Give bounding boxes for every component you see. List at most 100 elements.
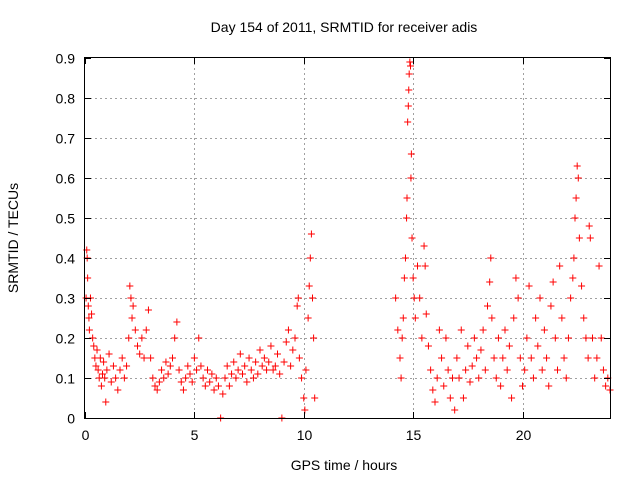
data-point	[128, 314, 136, 322]
data-point	[123, 362, 131, 370]
data-point	[92, 362, 100, 370]
data-point	[398, 334, 406, 342]
data-point	[280, 358, 288, 366]
data-point	[149, 374, 157, 382]
data-point	[293, 302, 301, 310]
data-point	[107, 378, 115, 386]
data-point	[90, 342, 98, 350]
data-point	[397, 374, 405, 382]
data-point	[260, 354, 268, 362]
data-point	[103, 366, 111, 374]
data-point	[444, 366, 452, 374]
data-point	[468, 362, 476, 370]
data-point	[591, 374, 599, 382]
data-point	[575, 234, 583, 242]
data-point	[562, 374, 570, 382]
data-point	[97, 382, 105, 390]
axis-ticks: 0 0.1 0.2 0.3 0.4 0.5 0.6 0.7 0.8 0.9 0 5 10 15 20	[56, 51, 610, 443]
data-point	[126, 282, 134, 290]
data-point	[558, 314, 566, 322]
data-point	[490, 354, 498, 362]
data-point	[431, 398, 439, 406]
data-point	[190, 354, 198, 362]
data-point	[409, 274, 417, 282]
data-point	[573, 162, 581, 170]
data-point	[234, 366, 242, 374]
x-tick-label: 5	[191, 427, 199, 443]
data-point	[407, 174, 415, 182]
x-tick-label: 20	[516, 427, 532, 443]
data-point	[294, 294, 302, 302]
data-point	[411, 314, 419, 322]
data-point	[102, 398, 110, 406]
data-point	[84, 302, 92, 310]
data-point	[84, 274, 92, 282]
x-axis-label: GPS time / hours	[291, 457, 398, 473]
data-point	[574, 174, 582, 182]
data-point	[201, 382, 209, 390]
data-point	[589, 334, 596, 342]
data-point	[144, 306, 152, 314]
data-point	[186, 370, 194, 378]
data-point	[147, 354, 155, 362]
data-point	[556, 262, 564, 270]
data-point	[199, 374, 207, 382]
data-point	[570, 254, 578, 262]
data-point	[554, 366, 561, 374]
data-point	[406, 58, 414, 66]
data-point	[267, 342, 275, 350]
data-point	[578, 282, 586, 290]
data-point	[534, 342, 542, 350]
data-point	[424, 342, 432, 350]
data-point	[162, 358, 170, 366]
data-point	[479, 326, 487, 334]
data-point	[572, 194, 580, 202]
data-point	[569, 274, 577, 282]
data-point	[422, 310, 430, 318]
data-point	[100, 358, 108, 366]
data-point	[510, 314, 518, 322]
data-point	[416, 294, 424, 302]
data-point	[171, 334, 179, 342]
data-point	[310, 334, 318, 342]
data-point	[302, 366, 310, 374]
data-point	[473, 354, 481, 362]
data-point	[241, 362, 249, 370]
data-point	[245, 354, 253, 362]
data-point	[543, 354, 551, 362]
data-point	[488, 314, 496, 322]
data-point	[184, 362, 192, 370]
data-point	[435, 326, 443, 334]
data-point	[404, 102, 412, 110]
y-tick-label: 0.8	[56, 91, 76, 107]
data-point	[305, 282, 313, 290]
data-point	[464, 342, 472, 350]
data-point	[536, 294, 544, 302]
data-point	[230, 358, 238, 366]
data-point	[449, 374, 456, 382]
data-point	[282, 338, 290, 346]
data-points	[82, 58, 614, 422]
data-point	[401, 254, 409, 262]
data-point	[453, 354, 461, 362]
data-point	[462, 366, 470, 374]
y-tick-label: 0.3	[56, 291, 76, 307]
data-point	[105, 350, 113, 358]
data-point	[179, 386, 187, 394]
data-point	[93, 346, 101, 354]
data-point	[523, 334, 531, 342]
data-point	[532, 314, 540, 322]
plot-frame	[84, 57, 611, 419]
data-point	[140, 354, 148, 362]
data-point	[512, 274, 520, 282]
y-tick-label: 0.4	[56, 251, 76, 267]
data-point	[477, 346, 485, 354]
data-point	[228, 370, 236, 378]
data-point	[153, 386, 161, 394]
data-point	[549, 278, 557, 286]
data-point	[475, 374, 483, 382]
x-tick-label: 15	[406, 427, 422, 443]
data-point	[276, 370, 284, 378]
data-point	[208, 370, 216, 378]
